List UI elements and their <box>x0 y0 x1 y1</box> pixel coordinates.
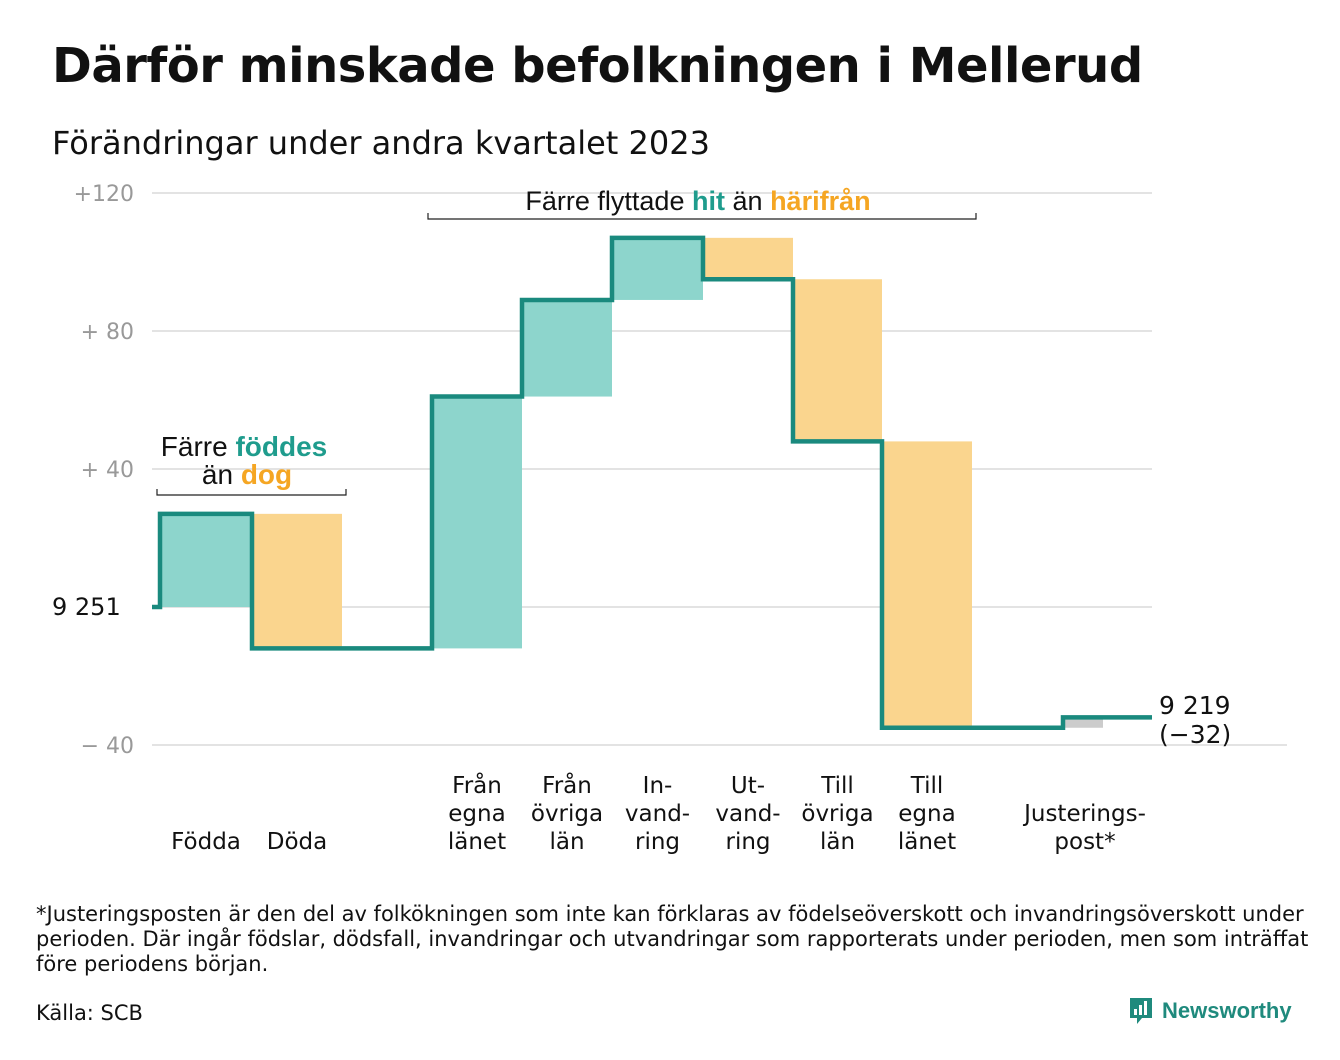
x-tick-label: Från <box>542 771 592 799</box>
moves-annotation-text-2: än <box>733 186 763 216</box>
x-tick-label: Ut- <box>731 773 765 799</box>
end-value-label: 9 219 <box>1159 691 1231 720</box>
bar <box>432 396 522 649</box>
x-axis-labels: Födda DödaFrånegnalänetFrånövrigalänIn-va… <box>171 771 1146 855</box>
x-tick-label: län <box>820 829 855 855</box>
bar <box>160 513 252 607</box>
x-tick-label: Döda <box>267 829 327 855</box>
y-tick-label: +120 <box>74 182 134 207</box>
x-tick-label: vand- <box>715 801 780 827</box>
births-highlight-born: föddes <box>235 431 327 462</box>
x-tick-label: Till <box>910 773 944 799</box>
y-axis-ticks: +120 + 80 + 40 − 40 <box>74 182 134 759</box>
x-tick-label: Från <box>452 771 502 799</box>
x-tick-label: Födda <box>171 829 241 855</box>
x-tick-label: egna <box>448 801 505 827</box>
footnote: *Justeringsposten är den del av folkökni… <box>36 902 1309 976</box>
x-tick-label: vand- <box>625 801 690 827</box>
bar <box>882 441 972 728</box>
x-tick-label: länet <box>448 829 506 855</box>
births-bracket <box>156 489 347 496</box>
x-tick-label: In- <box>643 773 673 799</box>
x-tick-label: Justerings- <box>1022 801 1146 827</box>
x-tick-label: övriga <box>801 801 873 827</box>
x-tick-label: länet <box>898 829 956 855</box>
bar <box>1063 717 1103 728</box>
bar <box>522 299 612 397</box>
births-annotation: Färre föddes än dog <box>156 431 347 496</box>
svg-text:Färre flyttade hit: Färre flyttade hit än härifrån <box>525 186 870 216</box>
x-tick-label: ring <box>725 829 770 855</box>
waterfall-chart: +120+ 80+ 40− 40 Födda DödaFrånegnalänetF… <box>52 182 1287 855</box>
brand-logo: Newsworthy <box>1128 996 1292 1026</box>
svg-text:Färre föddes: Färre föddes <box>161 431 327 462</box>
start-value-label: 9 251 <box>52 593 121 621</box>
x-tick-label: Till <box>820 773 854 799</box>
x-tick-label: ring <box>635 829 680 855</box>
bars <box>160 237 1103 728</box>
y-tick-label: − 40 <box>81 734 134 759</box>
bar <box>793 279 882 442</box>
moves-bracket <box>427 213 977 220</box>
newsworthy-logo-icon <box>1130 998 1152 1024</box>
step-line <box>152 235 1152 730</box>
x-tick-label: län <box>549 829 584 855</box>
x-tick-label: övriga <box>531 801 603 827</box>
bar <box>252 513 342 649</box>
y-tick-label: + 80 <box>81 320 134 345</box>
chart-title: Därför minskade befolkningen i Mellerud <box>52 38 1143 94</box>
x-tick-label: post* <box>1054 829 1115 855</box>
moves-highlight-here: hit <box>692 186 725 216</box>
chart-subtitle: Förändringar under andra kvartalet 2023 <box>52 124 710 162</box>
bar <box>612 237 703 300</box>
moves-annotation-text: Färre flyttade <box>525 186 684 216</box>
svg-text:än dog: än dog <box>202 459 292 490</box>
moves-annotation: Färre flyttade hit än härifrån <box>427 186 977 220</box>
bar <box>703 237 793 280</box>
births-annotation-text-2: än <box>202 459 233 490</box>
end-change-label: (−32) <box>1159 720 1231 749</box>
births-annotation-text: Färre <box>161 431 228 462</box>
y-tick-label: + 40 <box>81 458 134 483</box>
x-tick-label: egna <box>898 801 955 827</box>
moves-highlight-away: härifrån <box>770 186 871 216</box>
births-highlight-died: dog <box>241 459 292 490</box>
source: Källa: SCB <box>36 1001 143 1025</box>
brand-name: Newsworthy <box>1162 998 1292 1023</box>
